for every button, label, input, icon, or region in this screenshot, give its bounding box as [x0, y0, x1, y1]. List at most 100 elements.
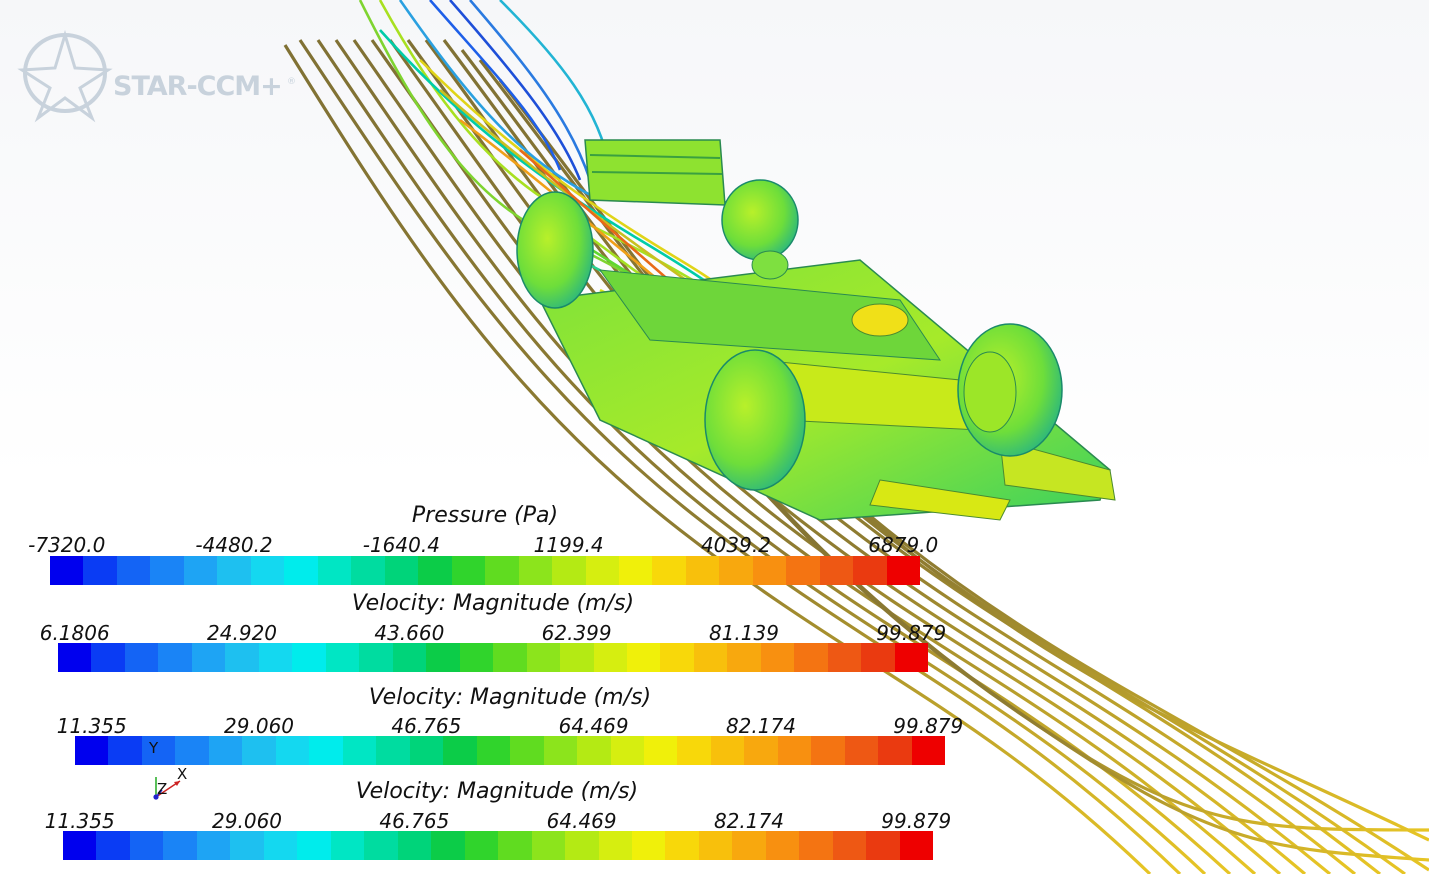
legend-color-segment	[827, 643, 862, 672]
legend-tick-label: 11.355	[44, 809, 115, 833]
legend-color-segment	[116, 556, 151, 585]
legend-color-segment	[183, 556, 218, 585]
legend-color-segment	[878, 736, 912, 765]
legend-color-segment	[63, 831, 97, 860]
legend-tick-label: 6879.0	[868, 533, 939, 557]
logo-mark	[17, 29, 113, 123]
legend-tick-label: 46.765	[391, 714, 462, 738]
legend-color-segment	[886, 556, 921, 585]
legend-color-segment	[652, 556, 686, 585]
legend-color-segment	[75, 736, 109, 765]
axis-label-x: X	[177, 765, 188, 783]
legend-color-bar-0	[50, 556, 921, 585]
legend-color-segment	[899, 831, 934, 860]
legend-tick-label: 62.399	[541, 621, 612, 645]
legend-color-segment	[732, 831, 766, 860]
race-car-model[interactable]	[516, 139, 1116, 521]
legend-color-segment	[397, 831, 432, 860]
legend-color-segment	[643, 736, 678, 765]
legend-color-segment	[284, 556, 318, 585]
legend-color-segment	[811, 736, 845, 765]
legend-title-3: Velocity: Magnitude (m/s)	[355, 779, 639, 804]
legend-color-segment	[191, 643, 226, 672]
axis-label-z: Z	[157, 780, 168, 798]
legend-color-segment	[760, 643, 795, 672]
legend-color-segment	[476, 736, 511, 765]
legend-tick-label: 11.355	[56, 714, 127, 738]
legend-color-segment	[744, 736, 778, 765]
legend-color-segment	[510, 736, 544, 765]
legend-color-segment	[832, 831, 867, 860]
legend-color-segment	[727, 643, 761, 672]
legend-tick-label: 99.879	[893, 714, 964, 738]
legend-color-segment	[777, 736, 812, 765]
legend-color-segment	[626, 643, 661, 672]
legend-tick-label: -7320.0	[28, 533, 106, 557]
legend-color-segment	[459, 643, 494, 672]
legend-color-segment	[585, 556, 619, 585]
legend-color-segment	[418, 556, 452, 585]
legend-color-segment	[631, 831, 666, 860]
legend-color-segment	[443, 736, 477, 765]
legend-color-segment	[493, 643, 527, 672]
legend-color-segment	[258, 643, 293, 672]
legend-color-segment	[242, 736, 276, 765]
legend-tick-label: -4480.2	[195, 533, 273, 557]
legend-color-segment	[175, 736, 209, 765]
legend-tick-label: 82.174	[725, 714, 796, 738]
legend-color-segment	[364, 831, 398, 860]
legend-tick-label: 99.879	[881, 809, 952, 833]
legend-color-segment	[263, 831, 298, 860]
legend-color-segment	[124, 643, 159, 672]
legend-color-segment	[431, 831, 465, 860]
legend-color-segment	[217, 556, 251, 585]
legend-color-segment	[141, 736, 176, 765]
legend-color-segment	[50, 556, 84, 585]
legend-color-segment	[799, 831, 833, 860]
legend-color-segment	[250, 556, 285, 585]
legend-color-segment	[359, 643, 393, 672]
legend-color-segment	[409, 736, 444, 765]
legend-color-segment	[150, 556, 184, 585]
app-logo-text: STAR-CCM+	[113, 71, 283, 102]
legend-tick-label: 64.469	[558, 714, 629, 738]
legend-color-segment	[498, 831, 532, 860]
legend-color-segment	[325, 643, 360, 672]
legend-tick-label: -1640.4	[362, 533, 440, 557]
legend-title-0: Pressure (Pa)	[411, 503, 559, 528]
legend-color-segment	[297, 831, 331, 860]
legend-color-segment	[560, 643, 594, 672]
legend-color-segment	[292, 643, 326, 672]
legend-color-segment	[853, 556, 887, 585]
legend-color-segment	[129, 831, 164, 860]
legend-color-segment	[861, 643, 895, 672]
legend-color-segment	[376, 736, 410, 765]
legend-tick-label: 82.174	[713, 809, 784, 833]
legend-color-segment	[58, 643, 92, 672]
legend-tick-label: 29.060	[224, 714, 295, 738]
legend-color-segment	[342, 736, 377, 765]
legend-color-segment	[526, 643, 561, 672]
legend-color-segment	[96, 831, 130, 860]
legend-color-segment	[208, 736, 243, 765]
legend-color-segment	[83, 556, 117, 585]
legend-color-segment	[894, 643, 929, 672]
app-logo-registered-mark: ®	[287, 77, 296, 87]
legend-color-segment	[451, 556, 486, 585]
legend-color-segment	[518, 556, 553, 585]
legend-tick-label: 29.060	[212, 809, 283, 833]
legend-color-segment	[230, 831, 264, 860]
legend-tick-label: 24.920	[207, 621, 278, 645]
axis-triad-icon	[153, 777, 181, 800]
legend-color-segment	[317, 556, 352, 585]
legend-color-segment	[866, 831, 900, 860]
legend-color-segment	[309, 736, 343, 765]
legend-color-segment	[685, 556, 720, 585]
legend-color-segment	[618, 556, 653, 585]
legend-color-segment	[108, 736, 142, 765]
legend-tick-label: 81.139	[708, 621, 779, 645]
legend-color-segment	[598, 831, 632, 860]
legend-color-segment	[844, 736, 879, 765]
legend-color-segment	[196, 831, 231, 860]
